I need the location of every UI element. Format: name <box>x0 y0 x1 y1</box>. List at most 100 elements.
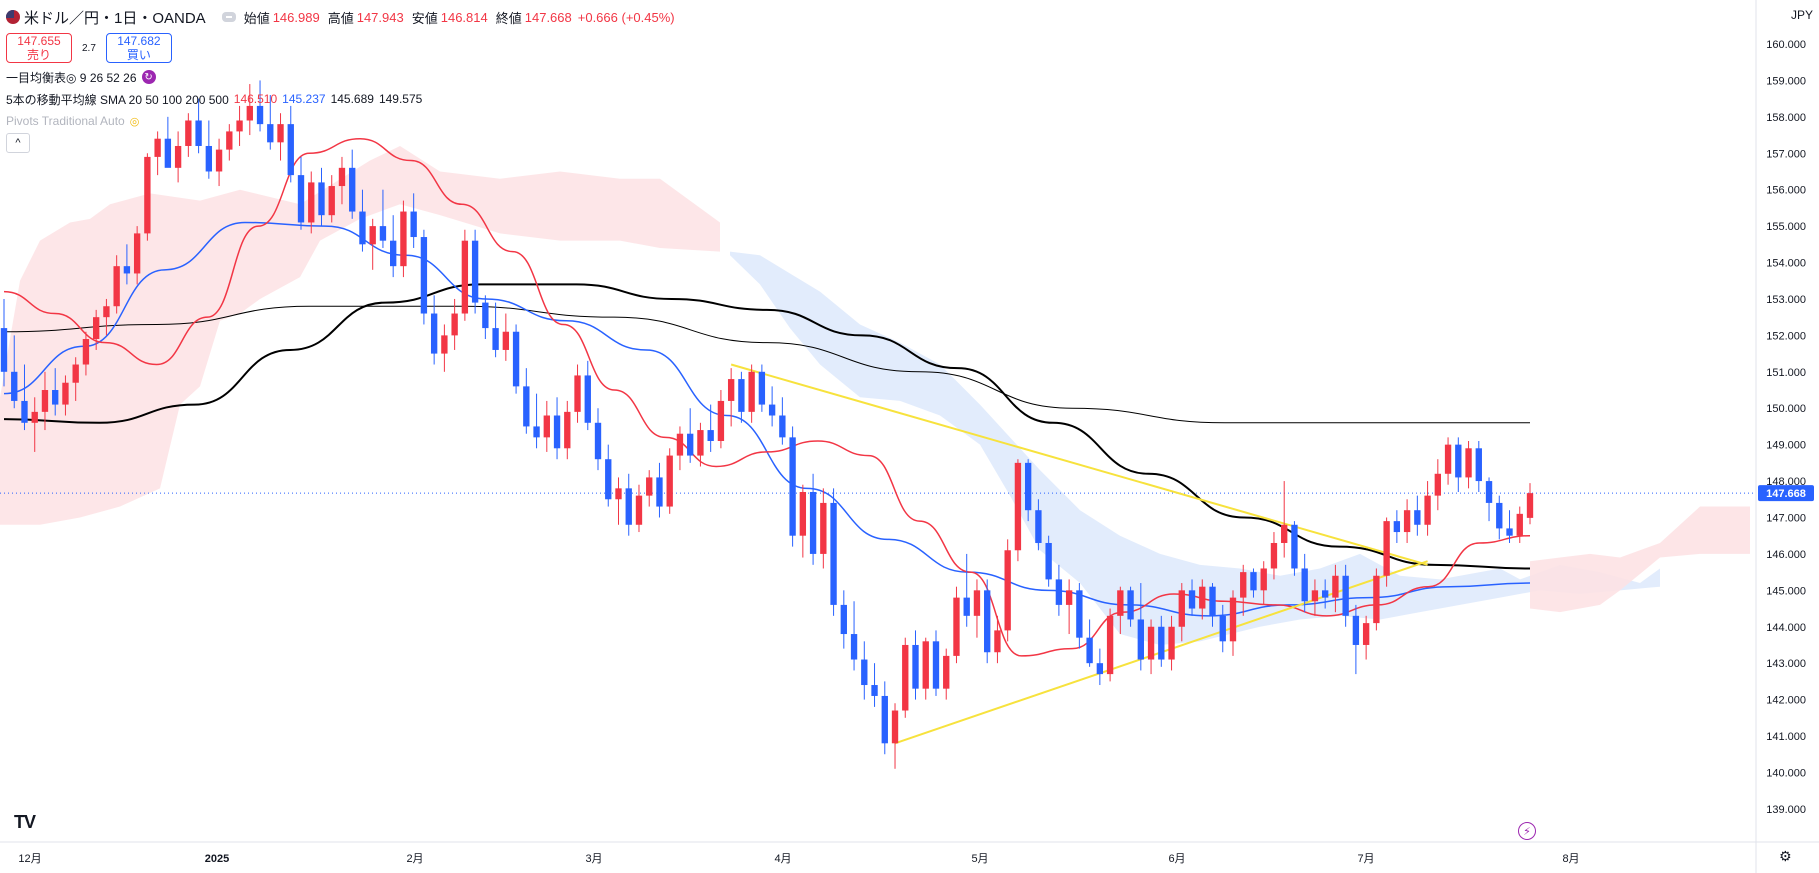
candle-body <box>707 430 714 441</box>
candle-body <box>318 182 325 216</box>
candle-body <box>973 590 981 616</box>
candle-body <box>369 226 376 245</box>
candle-body <box>82 339 90 365</box>
candle-body <box>420 237 428 314</box>
price-tick-label: 157.000 <box>1766 148 1806 160</box>
chevron-up-icon[interactable]: ^ <box>6 133 30 153</box>
candle-body <box>256 105 264 125</box>
high-value: 147.943 <box>356 9 404 25</box>
price-tick-label: 147.000 <box>1766 512 1806 524</box>
candle-body <box>277 124 284 143</box>
candle-body <box>287 124 294 176</box>
candle-body <box>154 138 161 157</box>
candle-body <box>1362 623 1370 645</box>
cloud-bear-area <box>730 251 1660 645</box>
candle-body <box>226 131 233 150</box>
time-tick-label: 2月 <box>406 853 423 865</box>
tradingview-logo-icon[interactable]: TV <box>14 812 36 832</box>
price-tick-label: 158.000 <box>1766 112 1806 124</box>
candle-body <box>871 685 878 696</box>
candle-body <box>1496 502 1503 529</box>
candle-body <box>451 313 458 336</box>
candle-body <box>174 145 182 168</box>
candle-body <box>861 659 868 686</box>
candle-body <box>594 422 602 460</box>
symbol-title[interactable]: 米ドル／円・1日・OANDA <box>24 9 206 27</box>
candle-body <box>349 167 356 212</box>
candle-body <box>1086 637 1093 664</box>
candle-body <box>1321 590 1329 598</box>
pivots-row[interactable]: Pivots Traditional Auto ◎ <box>6 110 675 132</box>
collapse-icon[interactable] <box>221 12 236 22</box>
candle-body <box>953 597 960 656</box>
candle-body <box>1055 579 1063 605</box>
ichimoku-row[interactable]: 一目均衡表◎ 9 26 52 26 ↻ <box>6 66 675 88</box>
candle-body <box>113 266 120 307</box>
candle-body <box>850 634 858 660</box>
candle-body <box>1209 586 1216 616</box>
candle-body <box>390 240 397 267</box>
candle-body <box>31 411 38 423</box>
close-value: 147.668 <box>524 9 572 25</box>
candle-body <box>1219 615 1226 642</box>
price-tick-label: 160.000 <box>1766 39 1806 51</box>
candle-body <box>21 400 28 423</box>
candle-body <box>1475 448 1482 482</box>
symbol-row: 米ドル／円・1日・OANDA 始値 146.989 高値 147.943 安値 146… <box>6 6 675 28</box>
candle-body <box>1004 550 1011 631</box>
candle-body <box>103 306 110 318</box>
sma200-value: 149.575 <box>378 92 423 106</box>
high-label: 高値 <box>327 10 354 26</box>
candle-body <box>1250 572 1257 591</box>
candle-body <box>922 641 929 689</box>
candle-body <box>840 604 847 635</box>
candle-body <box>1178 590 1185 627</box>
candle-body <box>523 386 530 427</box>
chart-legend: 米ドル／円・1日・OANDA 始値 146.989 高値 147.943 安値 146… <box>6 6 675 154</box>
candle-body <box>994 630 1001 653</box>
candle-body <box>1188 590 1196 609</box>
sma-row[interactable]: 5本の移動平均線 SMA 20 50 100 200 500 146.510 1… <box>6 88 675 110</box>
candle-body <box>543 415 550 438</box>
candle-body <box>1065 590 1073 605</box>
sell-price: 147.655 <box>17 34 61 48</box>
price-axis: 139.000 140.000 141.000 142.000 143.000 144.0… <box>1758 39 1814 816</box>
close-label: 終値 <box>495 10 522 26</box>
candle-body <box>1229 597 1237 642</box>
candle-body <box>52 390 59 405</box>
candle-body <box>727 379 735 401</box>
price-tick-label: 140.000 <box>1766 767 1806 779</box>
candle-body <box>328 186 335 216</box>
candle-body <box>717 400 725 441</box>
candle-body <box>820 502 827 554</box>
sma100-value: 145.689 <box>330 92 374 106</box>
gear-icon[interactable]: ⚙ <box>1779 848 1792 864</box>
lightning-icon[interactable]: ⚡ <box>1518 822 1536 840</box>
candle-body <box>768 404 776 416</box>
candle-body <box>902 644 909 711</box>
candle-body <box>687 433 694 456</box>
candle-body <box>1240 572 1247 598</box>
sell-button[interactable]: 147.655 売り <box>6 33 72 63</box>
time-tick-label: 8月 <box>1562 853 1579 865</box>
flag-icon <box>6 10 20 24</box>
price-tick-label: 151.000 <box>1766 367 1806 379</box>
candle-body <box>1076 590 1083 638</box>
candle-body <box>1444 444 1452 474</box>
sell-label: 売り <box>26 48 51 62</box>
price-tick-label: 155.000 <box>1766 221 1806 233</box>
current-price-tag-text: 147.668 <box>1766 488 1806 500</box>
candle-body <box>1147 626 1155 660</box>
candle-body <box>1024 462 1032 511</box>
candle-body <box>123 266 131 274</box>
candle-body <box>297 175 305 223</box>
pivots-label: Pivots Traditional Auto <box>6 114 125 128</box>
candle-body <box>215 149 223 172</box>
refresh-icon[interactable]: ↻ <box>141 70 156 84</box>
currency-label[interactable]: JPY <box>1790 8 1813 22</box>
eye-icon[interactable]: ◎ <box>129 115 140 128</box>
candle-body <box>553 415 561 449</box>
current-price-tag <box>1758 485 1814 502</box>
buy-button[interactable]: 147.682 買い <box>105 33 172 63</box>
